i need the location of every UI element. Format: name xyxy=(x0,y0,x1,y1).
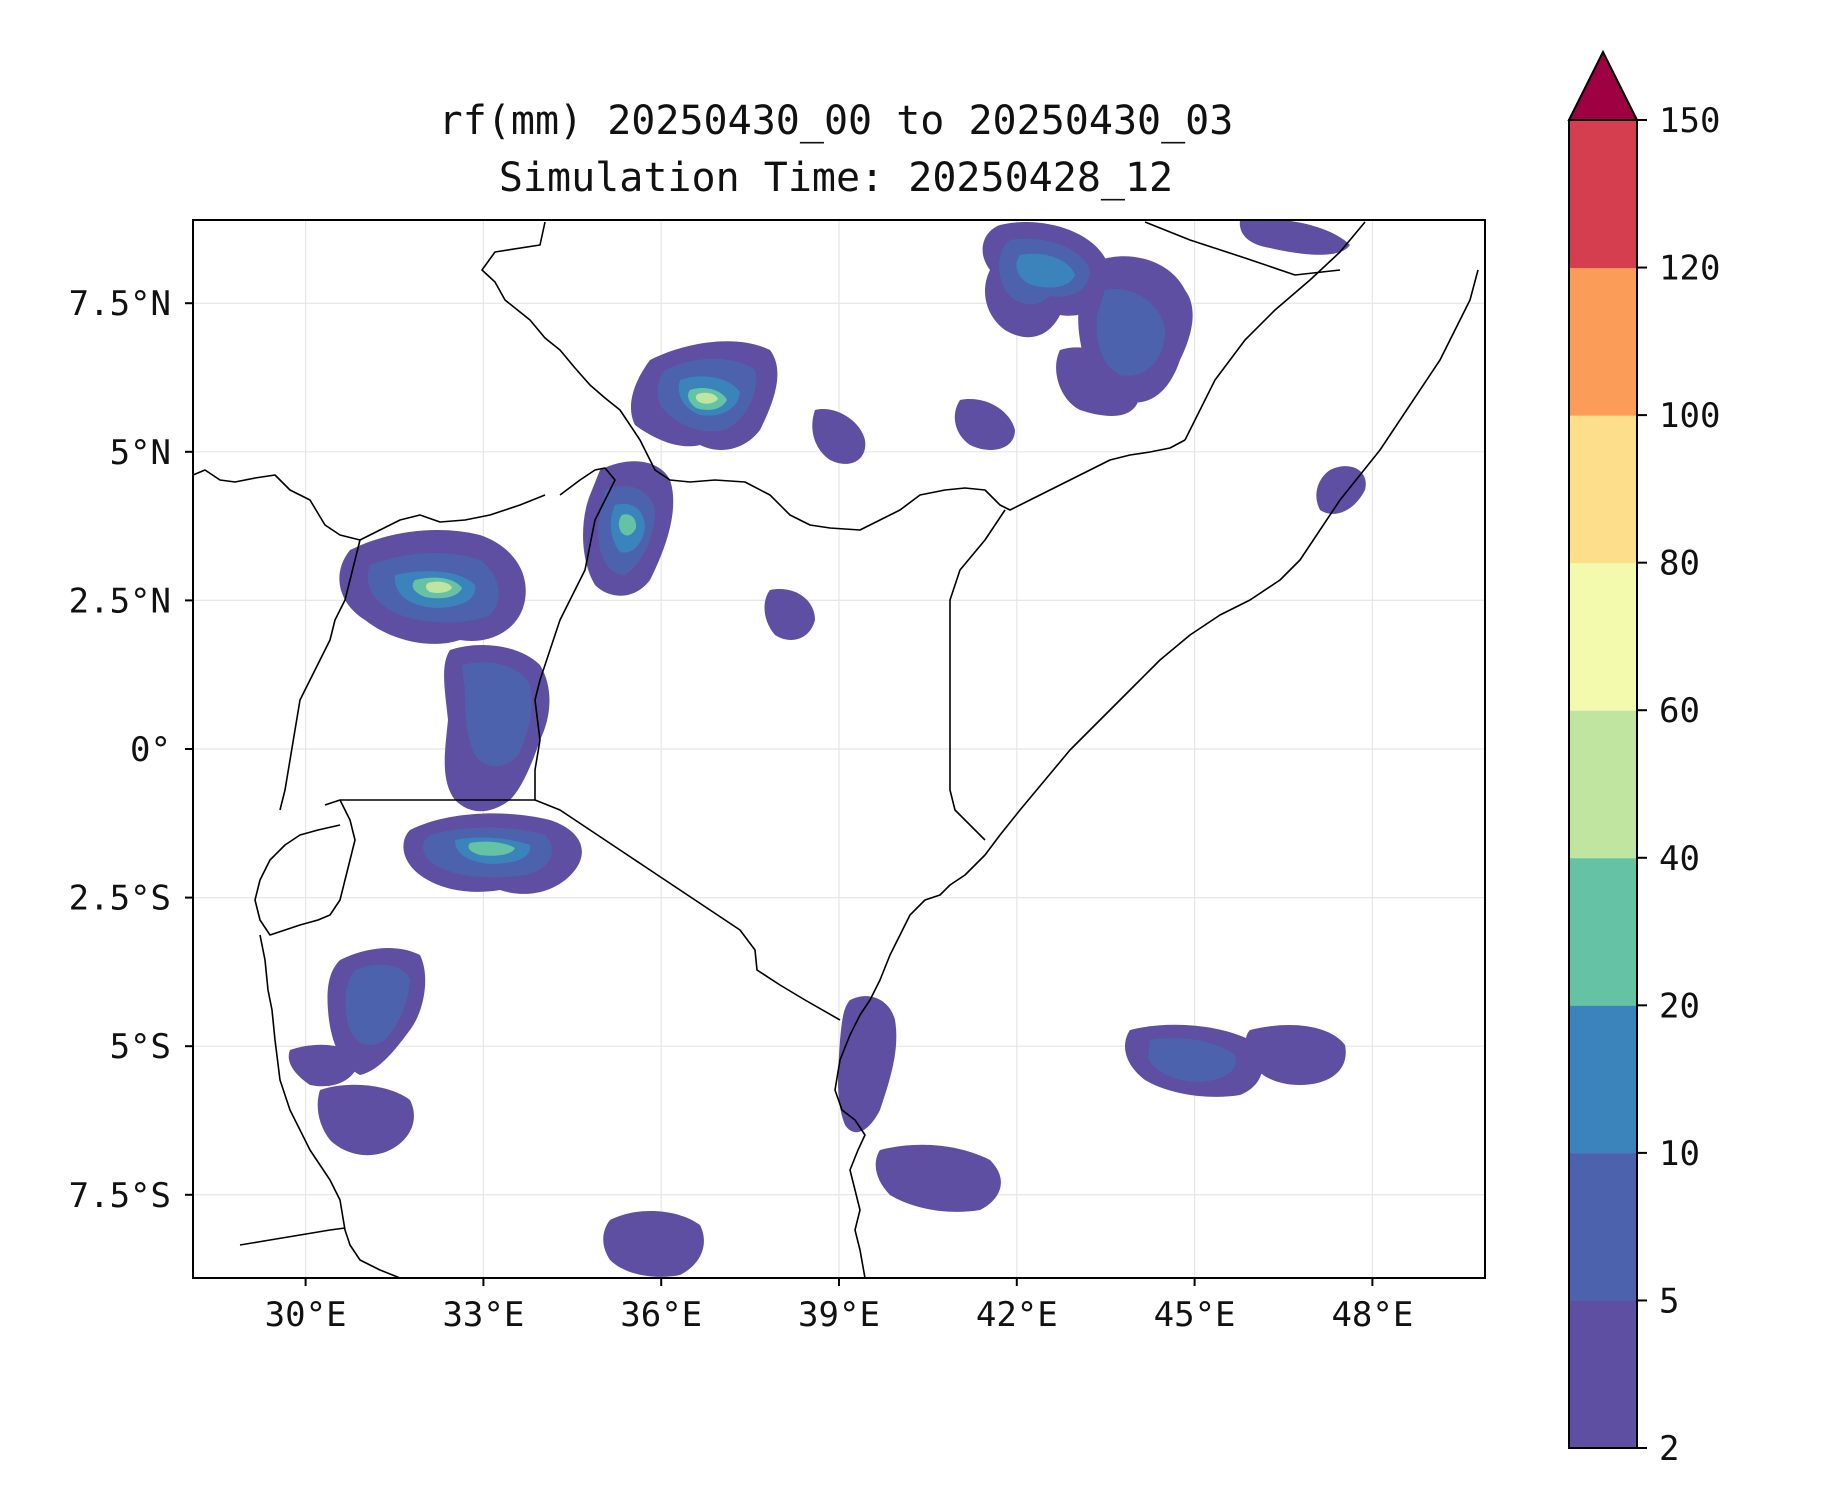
colorbar-tick-label: 150 xyxy=(1659,101,1720,141)
border-uganda-drc xyxy=(279,539,361,811)
rain-cell-tanzania-peak xyxy=(468,841,515,856)
border-south-sudan-uganda xyxy=(193,469,546,541)
rain-cell-uganda-max xyxy=(425,581,452,593)
colorbar-extend-arrow xyxy=(1567,49,1639,121)
longitude-ticks: 30°E 33°E 36°E 39°E 42°E 45°E 48°E xyxy=(265,1278,1413,1335)
rain-cell-lake-victoria-inner xyxy=(462,662,532,767)
border-uganda-kenya xyxy=(534,467,616,800)
border-kenya-somalia xyxy=(949,509,1006,841)
lon-tick-label: 42°E xyxy=(976,1295,1058,1335)
lat-tick-label: 2.5°S xyxy=(69,879,171,919)
rain-cell-kenya-central xyxy=(764,589,815,640)
colorbar-tick-label: 100 xyxy=(1659,396,1720,436)
lat-tick-label: 7.5°N xyxy=(69,284,171,324)
rain-cell-south-sudan-max xyxy=(695,392,718,404)
rain-cell-malawi-north xyxy=(603,1210,704,1277)
latitude-ticks: 7.5°N 5°N 2.5°N 0° 2.5°S 5°S 7.5°S xyxy=(69,284,193,1216)
rain-cell-ethiopia-southwest xyxy=(954,399,1015,450)
border-tanzania-zambia xyxy=(239,1227,346,1246)
colorbar-bin-100-120 xyxy=(1569,267,1637,416)
colorbar-bin-5-10 xyxy=(1569,1152,1637,1301)
rain-cell-tanzania-southwest xyxy=(288,1044,360,1087)
colorbar-frame xyxy=(1568,119,1638,1449)
lon-tick-label: 33°E xyxy=(442,1295,524,1335)
coastline-somalia-kenya xyxy=(834,269,1479,1278)
rain-cell-ethiopia-east-inner xyxy=(1096,289,1165,376)
colorbar-bin-120-150 xyxy=(1569,120,1637,269)
lon-tick-label: 45°E xyxy=(1154,1295,1236,1335)
rain-cell-somali-coast xyxy=(1316,466,1366,514)
colorbar-tick-label: 120 xyxy=(1659,249,1720,289)
lat-tick-label: 7.5°S xyxy=(69,1176,171,1216)
rain-cell-lake-tanganyika-inner xyxy=(345,964,410,1045)
colorbar-bin-20-40 xyxy=(1569,857,1637,1006)
rain-cell-indian-ocean-east xyxy=(1245,1025,1346,1085)
colorbar-tick-label: 40 xyxy=(1659,839,1700,879)
map-plot-area: 30°E 33°E 36°E 39°E 42°E 45°E 48°E 7.5°N 5°N 2.5… xyxy=(69,219,1486,1335)
lat-tick-label: 5°N xyxy=(110,433,171,473)
lat-tick-label: 5°S xyxy=(110,1027,171,1067)
colorbar-tick-label: 60 xyxy=(1659,691,1700,731)
colorbar-tick-label: 20 xyxy=(1659,986,1700,1026)
colorbar-bin-60-80 xyxy=(1569,562,1637,711)
rainfall-contours-40-60 xyxy=(425,392,718,593)
lon-tick-label: 36°E xyxy=(620,1295,702,1335)
colorbar-bins xyxy=(1569,120,1637,1449)
lon-tick-label: 30°E xyxy=(265,1295,347,1335)
rainfall-field xyxy=(288,220,1366,1277)
border-south-sudan-ethiopia xyxy=(481,221,646,451)
border-rwanda-burundi xyxy=(254,799,356,936)
border-uganda-tanzania xyxy=(324,799,535,806)
border-ethiopia-somalia xyxy=(1184,221,1366,441)
border-kenya-tanzania xyxy=(534,799,841,1021)
colorbar-bin-40-60 xyxy=(1569,710,1637,859)
colorbar-tick-label: 80 xyxy=(1659,544,1700,584)
plot-frame xyxy=(192,219,1486,1279)
border-djibouti-somaliland xyxy=(1144,221,1341,276)
lon-tick-label: 48°E xyxy=(1331,1295,1413,1335)
title-line-1: rf(mm) 20250430_00 to 20250430_03 xyxy=(439,98,1234,144)
colorbar-bin-10-20 xyxy=(1569,1005,1637,1154)
colorbar-tick-label: 2 xyxy=(1659,1429,1679,1469)
border-tanzania-drc xyxy=(259,934,401,1278)
border-ethiopia-kenya xyxy=(644,439,1186,531)
colorbar-ticks: 2 5 10 20 40 60 80 100 120 150 xyxy=(1637,101,1720,1469)
rain-cell-somali-north xyxy=(1239,220,1350,255)
country-borders-and-coastline xyxy=(193,221,1479,1278)
rain-cell-indian-ocean-west xyxy=(875,1144,1001,1212)
colorbar-bin-2-5 xyxy=(1569,1300,1637,1449)
lat-tick-label: 0° xyxy=(130,730,171,770)
colorbar: 2 5 10 20 40 60 80 100 120 150 xyxy=(1567,49,1720,1469)
colorbar-tick-label: 5 xyxy=(1659,1281,1679,1321)
rain-cell-kenya-north xyxy=(812,409,866,464)
rain-cell-indian-ocean-central-inner xyxy=(1148,1038,1236,1082)
lon-tick-label: 39°E xyxy=(798,1295,880,1335)
rain-cell-ethiopia-core xyxy=(1016,253,1075,288)
rain-cell-turkana-peak xyxy=(618,514,637,536)
title-line-2: Simulation Time: 20250428_12 xyxy=(499,155,1173,201)
rain-cell-lake-rukwa xyxy=(317,1084,414,1156)
colorbar-tick-label: 10 xyxy=(1659,1134,1700,1174)
colorbar-bin-80-100 xyxy=(1569,415,1637,564)
lat-tick-label: 2.5°N xyxy=(69,581,171,621)
